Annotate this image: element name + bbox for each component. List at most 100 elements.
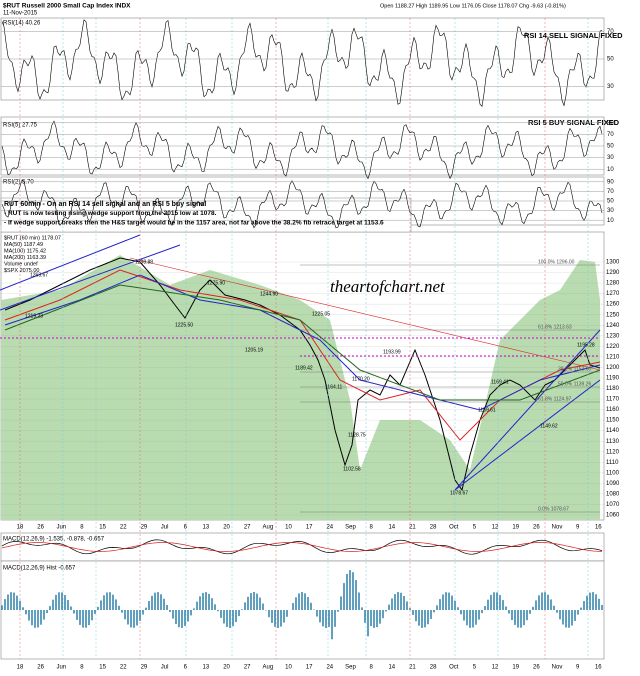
price-tick-label: 1080 bbox=[606, 491, 620, 497]
legend-entry: $RUT (60 min) 1178.07 bbox=[4, 235, 61, 241]
price-tick-label: 1150 bbox=[606, 418, 620, 424]
price-tick-label: 1250 bbox=[606, 312, 620, 318]
price-tick-label: 1130 bbox=[606, 439, 620, 445]
header-date: 11-Nov-2015 bbox=[3, 11, 38, 17]
wedge-line bbox=[454, 379, 601, 491]
x-tick-label: 8 bbox=[80, 525, 84, 531]
rsi2-trace bbox=[1, 179, 603, 229]
x-tick-label: 26 bbox=[37, 665, 44, 671]
price-annotation: 1193.99 bbox=[383, 349, 401, 355]
x-tick-label: Jul bbox=[161, 525, 169, 531]
x-tick-label: 14 bbox=[388, 665, 395, 671]
price-tick-label: 1200 bbox=[606, 365, 620, 371]
x-tick-label: 15 bbox=[99, 665, 106, 671]
x-tick-label: 13 bbox=[203, 525, 210, 531]
x-tick-label: 8 bbox=[80, 665, 84, 671]
x-tick-label: Jun bbox=[56, 665, 66, 671]
x-tick-label: 18 bbox=[17, 525, 24, 531]
y-tick-label: 90 bbox=[607, 179, 614, 185]
x-tick-label: 28 bbox=[430, 525, 437, 531]
watermark: theartofchart.net bbox=[330, 277, 446, 296]
y-tick-label: 70 bbox=[607, 132, 614, 138]
macd-line bbox=[1, 539, 603, 555]
x-tick-label: 15 bbox=[99, 525, 106, 531]
x-tick-label: Oct bbox=[449, 665, 459, 671]
x-tick-label: 10 bbox=[285, 525, 292, 531]
x-tick-label: 21 bbox=[409, 525, 416, 531]
x-tick-label: 10 bbox=[285, 665, 292, 671]
x-tick-label: 6 bbox=[184, 665, 188, 671]
x-tick-label: 8 bbox=[369, 525, 373, 531]
price-annotation: 1195.28 bbox=[577, 342, 595, 348]
x-tick-label: 12 bbox=[492, 665, 499, 671]
x-tick-label: 19 bbox=[512, 525, 519, 531]
x-tick-label: Aug bbox=[263, 665, 274, 671]
spx-area bbox=[1, 255, 600, 520]
price-annotation: 1225.50 bbox=[175, 322, 193, 328]
y-tick-label: 10 bbox=[607, 218, 614, 224]
header-quote: Open 1188.27 High 1189.95 Low 1176.05 Cl… bbox=[380, 3, 566, 9]
fib-label: 38.2% 1153.60 bbox=[558, 366, 591, 372]
fib-label: 50.0% 1139.26 bbox=[558, 381, 591, 387]
price-annotation: 1263.67 bbox=[30, 272, 48, 278]
x-tick-label: Sep bbox=[345, 665, 356, 671]
y-tick-label: 70 bbox=[607, 189, 614, 195]
price-tick-label: 1190 bbox=[606, 376, 620, 382]
y-tick-label: 50 bbox=[607, 144, 614, 150]
fib-label: 61.8% 1124.97 bbox=[538, 396, 571, 402]
price-tick-label: 1230 bbox=[606, 333, 620, 339]
x-tick-label: Oct bbox=[449, 525, 459, 531]
price-tick-label: 1290 bbox=[606, 270, 620, 276]
legend-entry: MA(100) 1175.42 bbox=[4, 248, 46, 254]
legend-entry: Volume undef bbox=[4, 261, 38, 267]
price-annotation: 1189.42 bbox=[295, 365, 313, 371]
rsi14-trace bbox=[1, 19, 603, 107]
x-tick-label: 14 bbox=[388, 525, 395, 531]
macd-label: MACD(12,26,9) -1.535, -0.878, -0.657 bbox=[3, 537, 105, 543]
x-tick-label: 29 bbox=[141, 525, 148, 531]
x-tick-label: Sep bbox=[345, 525, 356, 531]
note-line: RUT 60min - On an RSI 14 sell signal and… bbox=[4, 201, 206, 208]
price-tick-label: 1180 bbox=[606, 386, 620, 392]
signal-line bbox=[1, 542, 603, 552]
price-annotation: 1164.11 bbox=[325, 384, 343, 390]
ma200 bbox=[4, 284, 601, 401]
price-annotation: 1169.61 bbox=[478, 407, 496, 413]
x-tick-label: 5 bbox=[473, 525, 477, 531]
x-tick-label: 13 bbox=[203, 665, 210, 671]
y-tick-label: 10 bbox=[607, 167, 614, 173]
price-tick-label: 1300 bbox=[606, 260, 620, 266]
rsi5-trace bbox=[1, 120, 603, 180]
x-tick-label: 9 bbox=[576, 665, 580, 671]
x-tick-label: 20 bbox=[223, 525, 230, 531]
price-tick-label: 1280 bbox=[606, 281, 620, 287]
macd-panel bbox=[0, 532, 605, 562]
note-line: - RUT is now testing rising wedge suppor… bbox=[4, 210, 217, 217]
x-tick-label: Aug bbox=[263, 525, 274, 531]
trendline bbox=[0, 234, 141, 291]
rsi14-label: RSI(14) 40.26 bbox=[3, 21, 41, 27]
x-tick-label: 26 bbox=[533, 665, 540, 671]
note-line: - If wedge support breaks then the H&S t… bbox=[4, 220, 384, 227]
price-tick-label: 1120 bbox=[606, 449, 620, 455]
price-annotation: 1169.41 bbox=[491, 379, 509, 385]
y-tick-label: 30 bbox=[607, 208, 614, 214]
hist-label: MACD(12,26,9) Hist -0.657 bbox=[3, 566, 76, 572]
note-box bbox=[0, 197, 412, 233]
price-annotation: 1225.05 bbox=[312, 311, 330, 317]
y-tick-label: 50 bbox=[607, 199, 614, 205]
x-tick-label: 22 bbox=[120, 525, 127, 531]
price-tick-label: 1140 bbox=[606, 428, 620, 434]
y-tick-label: 70 bbox=[607, 29, 614, 35]
y-tick-label: 30 bbox=[607, 84, 614, 90]
x-tick-label: Jul bbox=[161, 665, 169, 671]
x-tick-label: 24 bbox=[326, 665, 333, 671]
trendline bbox=[129, 257, 601, 371]
x-tick-label: 27 bbox=[244, 665, 251, 671]
price-tick-label: 1070 bbox=[606, 502, 620, 508]
y-tick-label: 30 bbox=[607, 155, 614, 161]
price-tick-label: 1220 bbox=[606, 344, 620, 350]
rsi5-signal: RSI 5 BUY SIGNAL FIXED bbox=[528, 118, 620, 127]
price-tick-label: 1100 bbox=[606, 470, 620, 476]
